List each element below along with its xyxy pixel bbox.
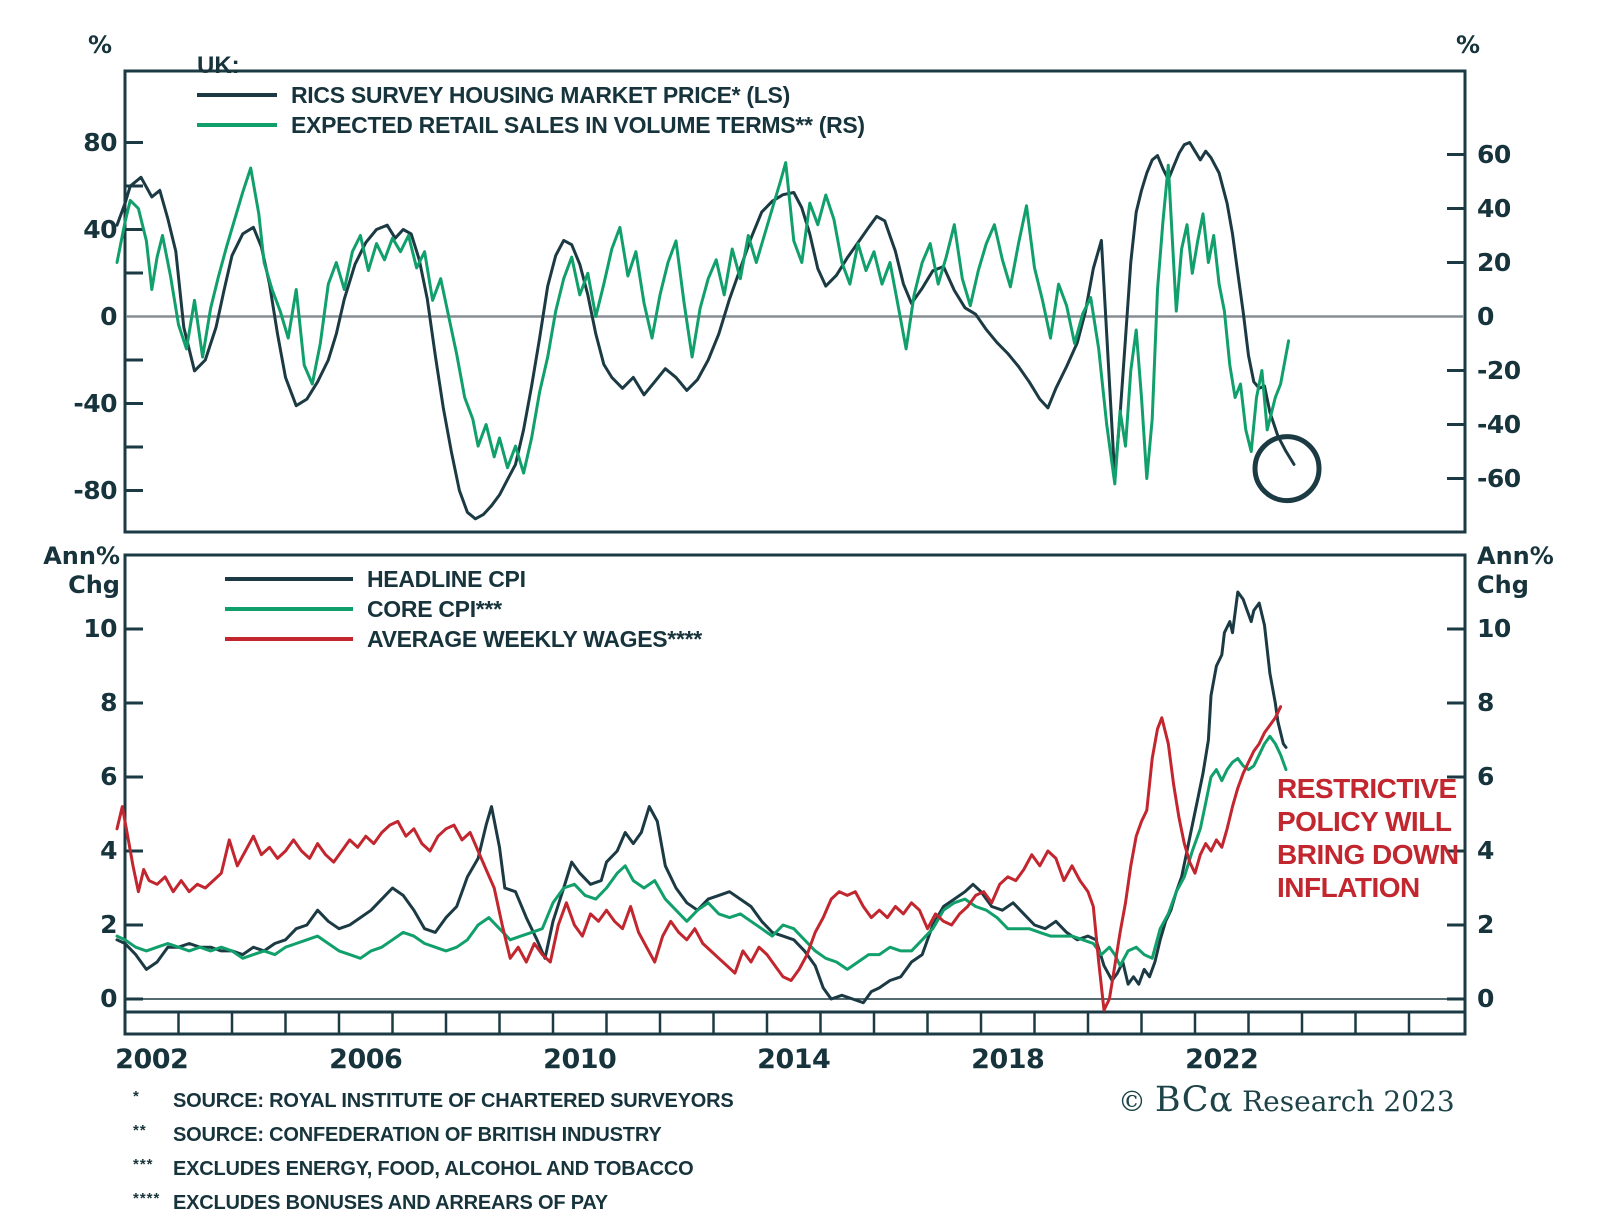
footnote-marker: *** <box>133 1156 154 1173</box>
copyright-symbol: © <box>1118 1085 1155 1118</box>
axis-tick-label: 80 <box>83 127 117 157</box>
x-axis-year-label: 2022 <box>1185 1044 1259 1075</box>
brand-suffix: Research 2023 <box>1233 1085 1455 1118</box>
top-panel-region-title: UK: <box>197 52 240 79</box>
series-line-headline-cpi <box>115 590 1288 1005</box>
footnote-marker: * <box>133 1088 140 1105</box>
restrictive-policy-annotation: RESTRICTIVE POLICY WILL BRING DOWN INFLA… <box>1277 772 1459 904</box>
legend-item-core-cpi: CORE CPI*** <box>225 594 702 624</box>
axis-tick-label: 40 <box>83 214 117 244</box>
axis-tick-label: -60 <box>1477 463 1521 493</box>
legend-item-retail-sales: EXPECTED RETAIL SALES IN VOLUME TERMS** … <box>197 110 865 140</box>
top-panel-legend: UK: RICS SURVEY HOUSING MARKET PRICE* (L… <box>197 52 865 140</box>
annotation-line: BRING DOWN <box>1277 839 1459 870</box>
axis-tick-label: 6 <box>1477 762 1494 791</box>
axis-tick-label: 20 <box>1477 247 1511 277</box>
axis-tick-label: 10 <box>83 614 117 643</box>
circled-data-annotation <box>1252 434 1322 504</box>
x-axis-year-label: 2018 <box>971 1044 1045 1075</box>
bca-research-logo: © BCα Research 2023 <box>1118 1080 1455 1120</box>
legend-label: EXPECTED RETAIL SALES IN VOLUME TERMS** … <box>291 111 865 138</box>
x-axis-year-label: 2010 <box>543 1044 617 1075</box>
footnote-rics-source: * SOURCE: ROYAL INSTITUTE OF CHARTERED SU… <box>133 1083 734 1117</box>
top-panel-right-unit-label: % <box>1455 31 1481 59</box>
bottom-panel-left-unit-line2: Chg <box>68 571 120 599</box>
axis-tick-label: 8 <box>1477 688 1494 717</box>
annotation-line: RESTRICTIVE <box>1277 773 1457 804</box>
footnote-text: EXCLUDES ENERGY, FOOD, ALCOHOL AND TOBAC… <box>173 1158 694 1180</box>
x-axis-year-label: 2006 <box>329 1044 403 1075</box>
x-axis-ruler <box>123 1010 1467 1036</box>
legend-label: RICS SURVEY HOUSING MARKET PRICE* (LS) <box>291 81 790 108</box>
rics-line-swatch <box>197 93 277 97</box>
bottom-panel-left-unit-line1: Ann% <box>43 542 120 570</box>
axis-tick-label: 60 <box>1477 139 1511 169</box>
annotation-line: POLICY WILL <box>1277 806 1452 837</box>
brand-name: BCα <box>1154 1080 1234 1120</box>
series-line-average-weekly-wages <box>115 705 1283 1012</box>
footnote-marker: ** <box>133 1122 147 1139</box>
axis-tick-label: -40 <box>1477 409 1521 439</box>
axis-tick-label: 2 <box>1477 910 1494 939</box>
retail-sales-line-swatch <box>197 123 277 127</box>
series-line-core-cpi <box>115 734 1288 971</box>
legend-item-rics: RICS SURVEY HOUSING MARKET PRICE* (LS) <box>197 80 865 110</box>
axis-tick-label: 0 <box>1477 301 1494 331</box>
annotation-line: INFLATION <box>1277 872 1420 903</box>
axis-tick-label: 0 <box>1477 984 1494 1013</box>
legend-item-headline-cpi: HEADLINE CPI <box>225 564 702 594</box>
footnotes: * SOURCE: ROYAL INSTITUTE OF CHARTERED SU… <box>133 1083 734 1218</box>
axis-tick-label: 4 <box>1477 836 1494 865</box>
axis-tick-label: -80 <box>73 475 117 505</box>
footnote-marker: **** <box>133 1190 161 1207</box>
series-line-expected-retail-sales-in-volume-terms-rs <box>115 161 1291 486</box>
axis-tick-label: 10 <box>1477 614 1511 643</box>
axis-tick-label: -20 <box>1477 355 1521 385</box>
axis-tick-label: 8 <box>100 688 117 717</box>
axis-tick-label: 40 <box>1477 193 1511 223</box>
footnote-text: SOURCE: ROYAL INSTITUTE OF CHARTERED SUR… <box>173 1090 734 1112</box>
legend-label: AVERAGE WEEKLY WAGES**** <box>367 625 702 652</box>
top-panel-frame <box>123 69 1467 534</box>
bottom-panel-legend: HEADLINE CPI CORE CPI*** AVERAGE WEEKLY … <box>225 564 702 654</box>
series-line-rics-survey-housing-market-price-ls <box>115 141 1296 521</box>
bottom-panel-right-unit-line2: Chg <box>1477 571 1529 599</box>
footnote-text: SOURCE: CONFEDERATION OF BRITISH INDUSTR… <box>173 1124 662 1146</box>
footnote-text: EXCLUDES BONUSES AND ARREARS OF PAY <box>173 1192 608 1214</box>
wages-line-swatch <box>225 637 353 641</box>
bottom-panel-right-unit-line1: Ann% <box>1477 542 1554 570</box>
legend-item-wages: AVERAGE WEEKLY WAGES**** <box>225 624 702 654</box>
top-panel-left-unit-label: % <box>87 31 113 59</box>
x-axis-year-label: 2002 <box>115 1044 189 1075</box>
axis-tick-label: -40 <box>73 388 117 418</box>
axis-tick-label: 4 <box>100 836 117 865</box>
footnote-core-cpi-definition: *** EXCLUDES ENERGY, FOOD, ALCOHOL AND TO… <box>133 1151 734 1185</box>
core-cpi-line-swatch <box>225 607 353 611</box>
footnote-cbi-source: ** SOURCE: CONFEDERATION OF BRITISH INDUS… <box>133 1117 734 1151</box>
legend-label: CORE CPI*** <box>367 595 502 622</box>
axis-tick-label: 0 <box>100 301 117 331</box>
axis-tick-label: 0 <box>100 984 117 1013</box>
footnote-wages-definition: **** EXCLUDES BONUSES AND ARREARS OF PAY <box>133 1185 734 1218</box>
axis-tick-label: 6 <box>100 762 117 791</box>
x-axis-year-label: 2014 <box>757 1044 831 1075</box>
headline-cpi-line-swatch <box>225 577 353 581</box>
axis-tick-label: 2 <box>100 910 117 939</box>
legend-label: HEADLINE CPI <box>367 565 526 592</box>
